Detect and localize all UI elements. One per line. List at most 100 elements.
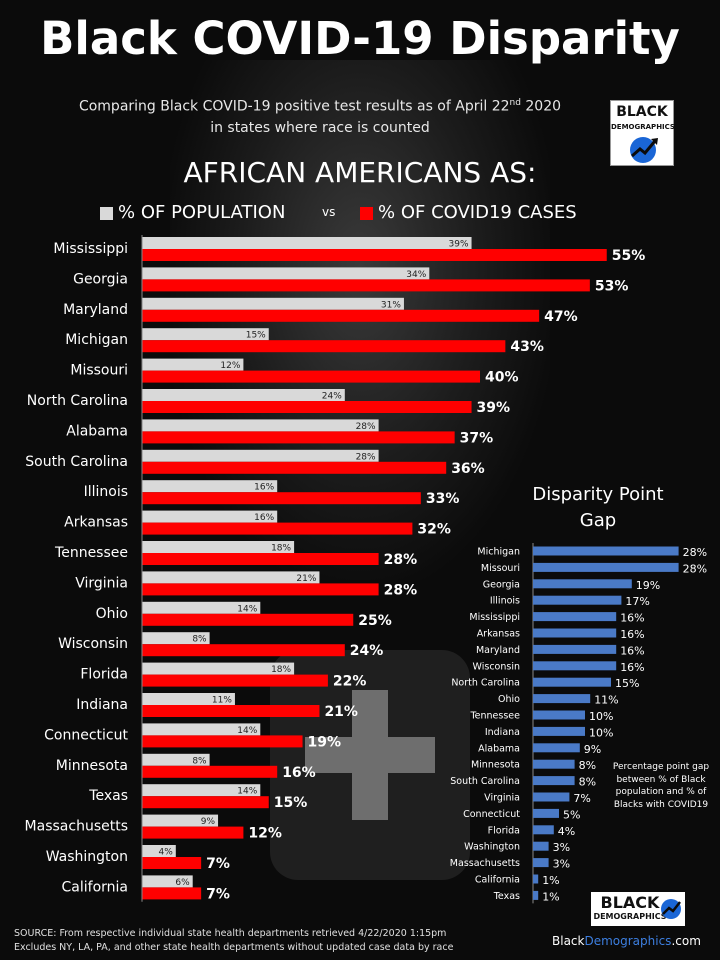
population-bar bbox=[142, 693, 235, 705]
cases-value-label: 7% bbox=[206, 856, 230, 872]
gap-value-label: 8% bbox=[579, 759, 596, 772]
gap-value-label: 28% bbox=[683, 562, 707, 575]
cases-value-label: 55% bbox=[612, 248, 646, 264]
population-bar bbox=[142, 328, 269, 341]
population-bar bbox=[142, 632, 210, 645]
population-value-label: 28% bbox=[356, 452, 376, 462]
gap-state-label: Florida bbox=[488, 825, 520, 836]
cases-bar bbox=[142, 340, 506, 353]
population-bar bbox=[142, 480, 278, 493]
population-value-label: 28% bbox=[356, 422, 376, 432]
cases-value-label: 28% bbox=[384, 582, 418, 598]
gap-bar bbox=[533, 694, 591, 704]
gap-state-label: Connecticut bbox=[463, 809, 520, 820]
globe-arrow-icon bbox=[630, 137, 658, 163]
gap-state-label: Texas bbox=[493, 891, 520, 902]
cases-value-label: 12% bbox=[248, 826, 282, 842]
gap-state-label: Tennessee bbox=[469, 711, 520, 722]
gap-value-label: 15% bbox=[615, 677, 639, 690]
cases-value-label: 40% bbox=[485, 370, 519, 386]
state-label: Wisconsin bbox=[58, 636, 128, 652]
cases-bar bbox=[142, 887, 202, 900]
state-label: Connecticut bbox=[44, 727, 128, 743]
gap-state-label: California bbox=[475, 875, 520, 886]
gap-state-label: Washington bbox=[464, 842, 520, 853]
gap-value-label: 16% bbox=[620, 628, 644, 641]
cases-bar bbox=[142, 613, 354, 626]
population-bar bbox=[142, 723, 261, 736]
population-value-label: 34% bbox=[406, 270, 426, 280]
state-label: Virginia bbox=[75, 575, 128, 591]
population-value-label: 15% bbox=[246, 331, 266, 341]
gap-state-label: South Carolina bbox=[450, 776, 520, 787]
gap-state-label: Mississippi bbox=[469, 612, 520, 623]
cases-bar bbox=[142, 279, 590, 292]
site-url-demographics: Demographics bbox=[584, 934, 672, 948]
source-line-2: Excludes NY, LA, PA, and other state hea… bbox=[14, 942, 454, 953]
population-bar bbox=[142, 419, 379, 432]
page-title: Black COVID-19 Disparity bbox=[40, 12, 680, 65]
gap-state-label: Arkansas bbox=[477, 629, 520, 640]
gap-state-label: Virginia bbox=[484, 793, 520, 804]
gap-value-label: 10% bbox=[589, 726, 613, 739]
gap-value-label: 4% bbox=[558, 825, 575, 838]
gap-value-label: 1% bbox=[542, 874, 559, 887]
population-bar bbox=[142, 267, 430, 280]
gap-value-label: 16% bbox=[620, 661, 644, 674]
cases-bar bbox=[142, 522, 413, 535]
cases-bar bbox=[142, 857, 202, 869]
gap-bar bbox=[533, 841, 549, 851]
gap-bar bbox=[533, 579, 632, 589]
state-label: Tennessee bbox=[54, 545, 128, 561]
cases-bar bbox=[142, 553, 379, 565]
black-demographics-logo: BLACK DEMOGRAPHICS bbox=[610, 100, 675, 166]
population-value-label: 16% bbox=[254, 483, 274, 493]
cases-bar bbox=[142, 674, 328, 687]
state-label: California bbox=[62, 879, 128, 895]
gap-bar bbox=[533, 612, 617, 622]
state-label: Indiana bbox=[76, 697, 128, 713]
state-label: Georgia bbox=[73, 271, 128, 287]
cases-value-label: 39% bbox=[477, 400, 511, 416]
gap-state-label: Indiana bbox=[485, 727, 520, 738]
cases-bar bbox=[142, 309, 540, 322]
cases-value-label: 43% bbox=[510, 339, 544, 355]
population-value-label: 8% bbox=[192, 635, 207, 645]
population-value-label: 39% bbox=[449, 240, 469, 250]
state-label: Illinois bbox=[84, 484, 128, 500]
population-value-label: 14% bbox=[237, 787, 257, 797]
population-value-label: 6% bbox=[175, 878, 190, 888]
cases-bar bbox=[142, 249, 607, 261]
background-cross-icon bbox=[305, 737, 435, 773]
population-bar bbox=[142, 753, 210, 766]
gap-bar bbox=[533, 661, 617, 671]
gap-value-label: 3% bbox=[553, 841, 570, 854]
gap-state-label: Massachusetts bbox=[450, 858, 520, 869]
cases-value-label: 24% bbox=[350, 643, 384, 659]
state-label: Alabama bbox=[66, 423, 128, 439]
gap-state-label: Minnesota bbox=[471, 760, 520, 771]
legend-swatch-population bbox=[100, 207, 113, 220]
cases-bar bbox=[142, 705, 320, 717]
cases-value-label: 47% bbox=[544, 309, 578, 325]
gap-chart-title: Disparity Point Gap bbox=[508, 482, 688, 534]
population-bar bbox=[142, 845, 176, 857]
chart-heading: AFRICAN AMERICANS AS: bbox=[183, 156, 537, 189]
gap-value-label: 9% bbox=[584, 743, 601, 756]
population-bar bbox=[142, 237, 472, 249]
population-value-label: 18% bbox=[271, 544, 291, 554]
legend-swatch-cases bbox=[360, 207, 373, 220]
population-value-label: 4% bbox=[159, 848, 174, 858]
cases-value-label: 25% bbox=[358, 613, 392, 629]
gap-bar bbox=[533, 890, 539, 900]
site-url[interactable]: BlackDemographics.com bbox=[552, 934, 701, 948]
population-value-label: 14% bbox=[237, 726, 257, 736]
source-line-1: SOURCE: From respective individual state… bbox=[14, 928, 447, 939]
cases-bar bbox=[142, 370, 480, 383]
gap-state-label: Ohio bbox=[498, 694, 520, 705]
state-label: South Carolina bbox=[25, 454, 128, 470]
cases-bar bbox=[142, 401, 472, 413]
gap-bar bbox=[533, 595, 622, 605]
